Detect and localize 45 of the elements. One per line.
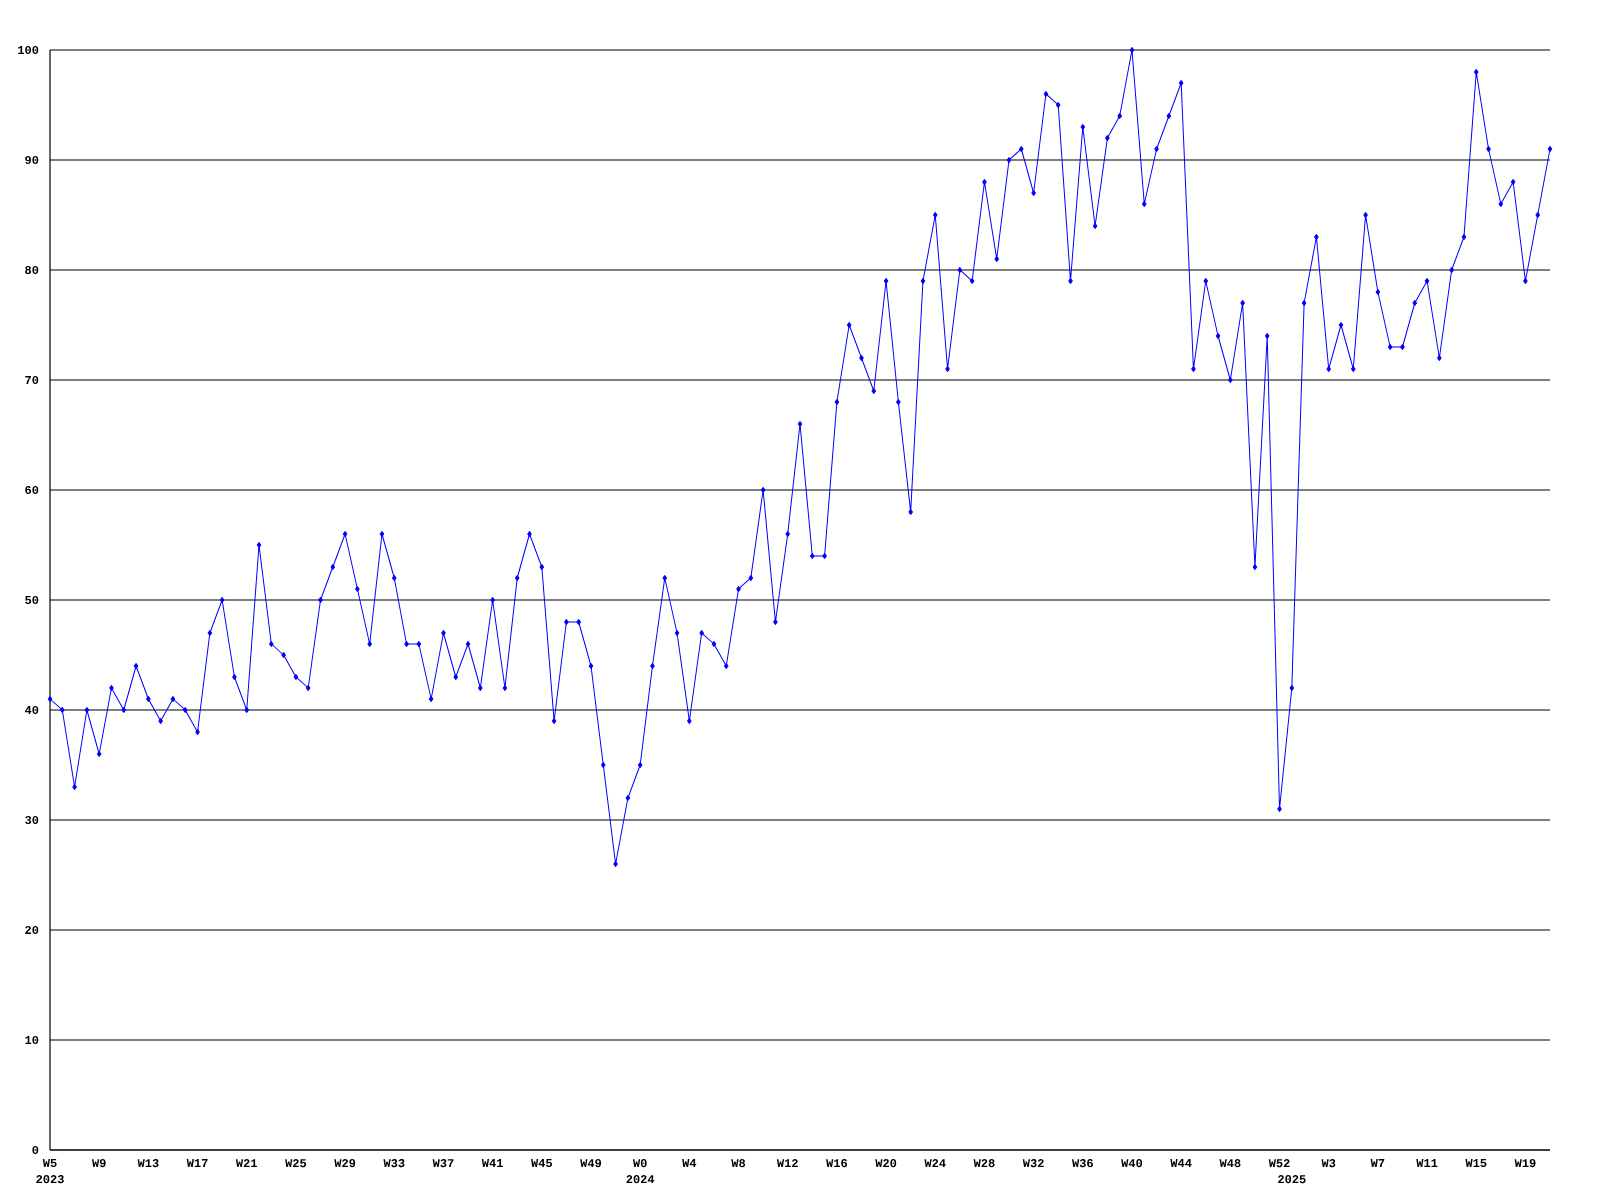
y-tick-label: 50 <box>25 595 39 605</box>
x-tick-label: W3 <box>1321 1159 1336 1168</box>
x-tick-label: W19 <box>1514 1159 1536 1168</box>
x-tick-label: W12 <box>776 1159 798 1168</box>
x2-tick-label: 2023 <box>36 1175 64 1184</box>
x2-tick-label: 2025 <box>1278 1175 1306 1184</box>
y-tick-label: 10 <box>25 1035 39 1045</box>
x-tick-label: W13 <box>137 1159 159 1168</box>
y-tick-label: 0 <box>32 1145 39 1155</box>
x-tick-label: W16 <box>826 1159 848 1168</box>
y-tick-label: 30 <box>25 815 39 825</box>
x-tick-label: W41 <box>481 1159 503 1167</box>
x-tick-label: W0 <box>632 1159 647 1168</box>
y-tick-label: 100 <box>18 45 39 55</box>
x2-tick-label: 2024 <box>626 1175 655 1184</box>
y-tick-label: 40 <box>24 705 39 715</box>
x-tick-label: W7 <box>1370 1159 1385 1167</box>
x-tick-label: W37 <box>432 1159 454 1168</box>
x-tick-label: W11 <box>1416 1159 1438 1167</box>
x-tick-label: W48 <box>1219 1159 1241 1168</box>
y-tick-label: 60 <box>25 485 39 495</box>
x-tick-label: W40 <box>1121 1159 1143 1168</box>
x-tick-label: W5 <box>42 1159 57 1168</box>
x-tick-label: W28 <box>973 1159 995 1168</box>
x-tick-label: W25 <box>285 1159 307 1168</box>
x-tick-label: W29 <box>334 1159 356 1168</box>
x-tick-label: W36 <box>1072 1159 1093 1168</box>
x-tick-label: W15 <box>1465 1159 1487 1168</box>
x-tick-label: W32 <box>1022 1159 1044 1168</box>
x-tick-label: W4 <box>682 1159 697 1167</box>
x-tick-label: W17 <box>186 1159 208 1167</box>
x-tick-label: W8 <box>731 1159 746 1168</box>
x-tick-label: W49 <box>580 1159 602 1168</box>
y-tick-label: 90 <box>25 155 39 165</box>
x-tick-label: W24 <box>924 1159 946 1168</box>
x-tick-label: W44 <box>1170 1159 1192 1167</box>
x-tick-label: W33 <box>383 1159 405 1168</box>
x-tick-label: W45 <box>531 1159 552 1168</box>
x-tick-label: W9 <box>91 1159 106 1168</box>
x-tick-label: W52 <box>1268 1159 1290 1168</box>
y-tick-label: 20 <box>25 925 39 935</box>
x-tick-label: W20 <box>875 1159 897 1168</box>
y-tick-label: 70 <box>25 375 39 385</box>
y-tick-label: 80 <box>25 265 39 275</box>
x-tick-label: W21 <box>235 1159 258 1168</box>
